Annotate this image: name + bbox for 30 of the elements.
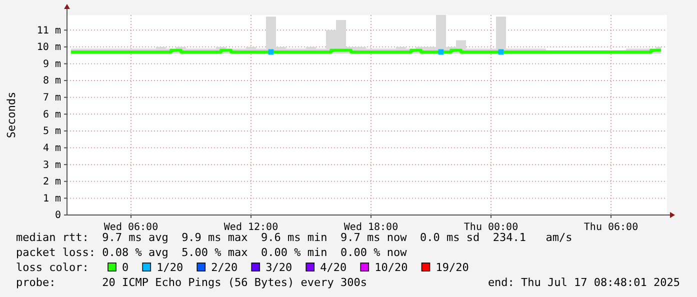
text: probe: 20 ICMP Echo Pings (56 Bytes) every 300s [16, 276, 367, 289]
text: median rtt: 9.7 ms avg 9.9 ms max 9.6 ms min 9.7 ms now 0.0 ms sd 234.1 am/s [16, 231, 572, 244]
legend-label: 1/20 [156, 261, 184, 274]
y-tick-label: 6 m [42, 109, 61, 120]
legend-label: 0 [122, 261, 129, 274]
y-tick-label: 8 m [42, 76, 61, 87]
y-tick-label: 0 [54, 210, 61, 222]
y-tick-label: 5 m [42, 126, 61, 138]
y-tick-label: 10 m [36, 42, 61, 54]
x-tick-label: Wed 18:00 [344, 222, 398, 233]
legend-label: 10/20 [374, 261, 408, 274]
y-tick-label: 1 m [42, 193, 61, 204]
x-tick-label: Wed 06:00 [104, 222, 158, 233]
legend-label: 3/20 [266, 261, 292, 274]
y-axis-title: Seconds [5, 92, 18, 138]
y-tick-label: 2 m [42, 176, 61, 188]
x-tick-label: Thu 06:00 [584, 222, 638, 233]
text: packet loss: 0.08 % avg 5.00 % max 0.00 % min 0.00 % now [16, 246, 408, 259]
legend-label: 4/20 [320, 261, 347, 274]
y-tick-label: 4 m [42, 142, 61, 154]
y-tick-label: 3 m [42, 160, 61, 171]
y-tick-label: 9 m [42, 58, 61, 70]
x-tick-label: Thu 00:00 [464, 222, 518, 233]
y-tick-label: 7 m [42, 92, 61, 104]
text: end: Thu Jul 17 08:48:01 2025 [488, 276, 680, 289]
y-tick-label: 11 m [36, 25, 61, 36]
legend-label: 19/20 [436, 261, 469, 274]
legend-label: 2/20 [211, 261, 238, 274]
x-tick-label: Wed 12:00 [224, 222, 278, 233]
legend-title: loss color: [16, 261, 89, 274]
